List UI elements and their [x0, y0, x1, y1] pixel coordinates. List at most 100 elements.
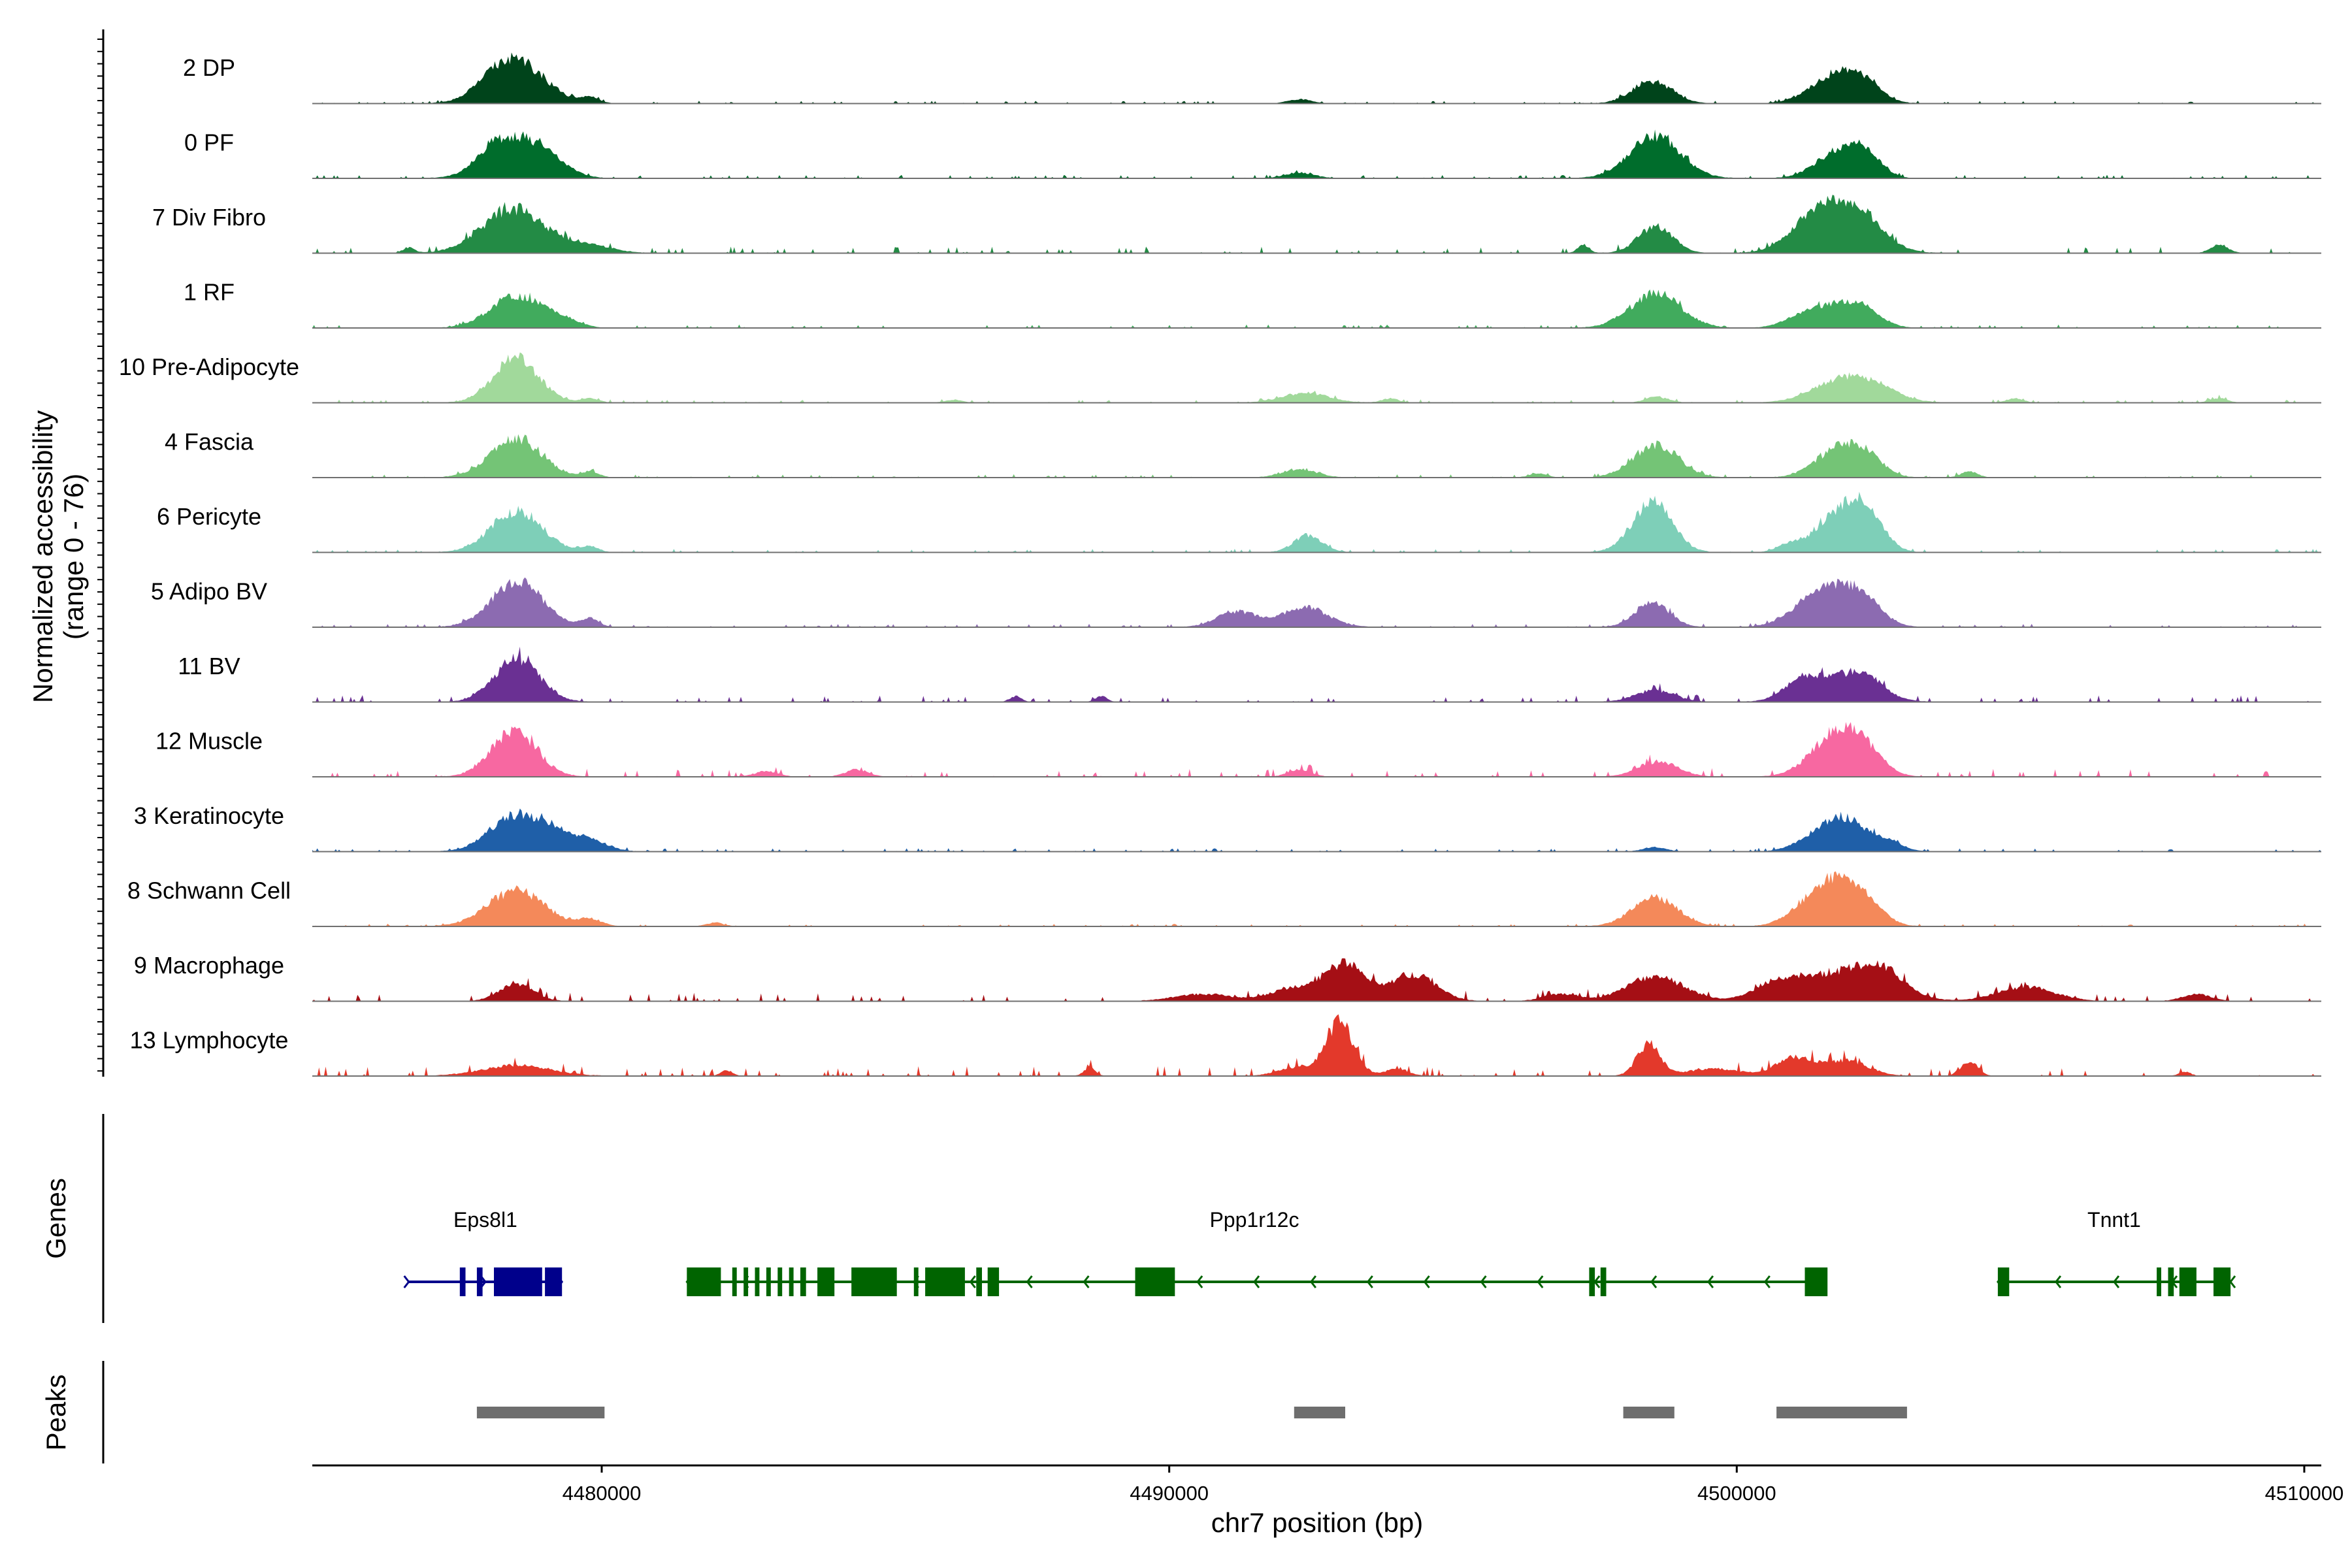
gene-eps8l1: Eps8l1: [403, 1208, 564, 1296]
exon: [1589, 1267, 1595, 1296]
exon: [1997, 1267, 2010, 1296]
exon: [766, 1267, 771, 1296]
gene-tnnt1: Tnnt1: [1996, 1208, 2236, 1296]
exon: [987, 1267, 1000, 1296]
track-label: 11 BV: [178, 653, 240, 679]
genes-panel-title: Genes: [41, 1178, 71, 1259]
strand-arrow: [1423, 1275, 1430, 1288]
y-axis-subtitle: (range 0 - 76): [58, 474, 89, 640]
gene-label: Tnnt1: [2087, 1208, 2141, 1232]
gene-models: Eps8l1 Ppp1r12c Tnnt1: [403, 1208, 2236, 1296]
x-tick-label: 4490000: [1130, 1482, 1209, 1505]
coverage-area: [312, 722, 2321, 777]
strand-arrow: [1707, 1275, 1714, 1288]
x-tick-label: 4480000: [563, 1482, 642, 1505]
peak-region: [476, 1407, 605, 1418]
track-label: 7 Div Fibro: [152, 204, 266, 231]
exon: [913, 1267, 919, 1296]
track-8: 11 BV: [178, 646, 2321, 703]
strand-arrow: [1366, 1275, 1373, 1288]
track-10: 3 Keratinocyte: [134, 802, 2321, 853]
exon: [732, 1267, 737, 1296]
track-5: 4 Fascia: [165, 429, 2321, 478]
strand-arrow: [1253, 1275, 1260, 1288]
gene-label: Ppp1r12c: [1209, 1208, 1299, 1232]
track-2: 7 Div Fibro: [152, 195, 2321, 254]
x-axis-title: chr7 position (bp): [1211, 1507, 1424, 1538]
track-7: 5 Adipo BV: [151, 577, 2321, 628]
exon: [2179, 1267, 2197, 1296]
strand-arrow: [2229, 1275, 2236, 1288]
gene-label: Eps8l1: [453, 1208, 517, 1232]
x-tick-label: 4510000: [2265, 1482, 2344, 1505]
peak-region: [1294, 1407, 1345, 1418]
exon: [1805, 1267, 1828, 1296]
strand-arrow: [1593, 1275, 1601, 1288]
track-label: 3 Keratinocyte: [134, 802, 284, 829]
coverage-area: [312, 52, 2321, 104]
peak-region: [1776, 1407, 1907, 1418]
exon: [687, 1267, 721, 1296]
track-6: 6 Pericyte: [157, 491, 2321, 553]
coverage-area: [312, 808, 2321, 852]
coverage-area: [312, 871, 2321, 926]
peaks-panel-title: Peaks: [41, 1375, 71, 1451]
coverage-area: [312, 352, 2321, 403]
exon: [851, 1267, 897, 1296]
strand-arrow: [1480, 1275, 1487, 1288]
exon: [789, 1267, 794, 1296]
x-axis-ticks: 4480000 4490000 4500000 4510000: [563, 1465, 2344, 1505]
strand-arrow: [1763, 1275, 1771, 1288]
exon: [476, 1267, 483, 1296]
track-13: 13 Lymphocyte: [130, 1014, 2321, 1077]
exon: [1135, 1267, 1175, 1296]
strand-arrow: [1196, 1275, 1203, 1288]
track-1: 0 PF: [184, 129, 2321, 179]
track-label: 0 PF: [184, 129, 234, 156]
track-9: 12 Muscle: [155, 722, 2321, 777]
track-label: 8 Schwann Cell: [127, 877, 291, 904]
coverage-area: [312, 434, 2321, 478]
strand-arrow: [1026, 1275, 1033, 1288]
track-12: 9 Macrophage: [134, 952, 2321, 1002]
exon: [777, 1267, 783, 1296]
gene-ppp1r12c: Ppp1r12c: [685, 1208, 1828, 1296]
exon: [817, 1267, 835, 1296]
coverage-area: [312, 129, 2321, 178]
exon: [1600, 1267, 1607, 1296]
exon: [545, 1267, 563, 1296]
track-0: 2 DP: [183, 52, 2321, 105]
exon: [2213, 1267, 2231, 1296]
coverage-area: [312, 646, 2321, 702]
exon: [925, 1267, 965, 1296]
peak-region: [1623, 1407, 1674, 1418]
track-label: 12 Muscle: [155, 728, 263, 755]
strand-arrow: [1650, 1275, 1658, 1288]
exon: [800, 1267, 806, 1296]
exon: [743, 1267, 749, 1296]
y-axis-title: Normalized accessibility: [27, 410, 58, 703]
track-label: 13 Lymphocyte: [130, 1027, 289, 1054]
strand-arrow: [1083, 1275, 1090, 1288]
strand-arrow: [1309, 1275, 1316, 1288]
track-label: 1 RF: [184, 279, 235, 306]
coverage-area: [312, 1014, 2321, 1076]
track-11: 8 Schwann Cell: [127, 871, 2321, 927]
coverage-area: [312, 289, 2321, 328]
exon: [2168, 1267, 2174, 1296]
coverage-y-minor-ticks: [97, 39, 103, 1072]
exon: [494, 1267, 542, 1296]
track-label: 2 DP: [183, 54, 235, 81]
strand-arrow: [969, 1275, 976, 1288]
track-label: 4 Fascia: [165, 429, 254, 455]
strand-arrow: [2113, 1275, 2120, 1288]
strand-arrow: [403, 1275, 410, 1288]
track-label: 5 Adipo BV: [151, 578, 267, 605]
track-label: 9 Macrophage: [134, 952, 284, 979]
coverage-tracks: 2 DP 0 PF 7 Div Fibro 1 RF 10 Pre-Adipocyte 4…: [119, 52, 2321, 1077]
track-4: 10 Pre-Adipocyte: [119, 352, 2321, 404]
track-label: 10 Pre-Adipocyte: [119, 353, 299, 380]
track-label: 6 Pericyte: [157, 503, 261, 530]
peak-regions: [476, 1407, 1907, 1418]
strand-arrow: [1537, 1275, 1544, 1288]
